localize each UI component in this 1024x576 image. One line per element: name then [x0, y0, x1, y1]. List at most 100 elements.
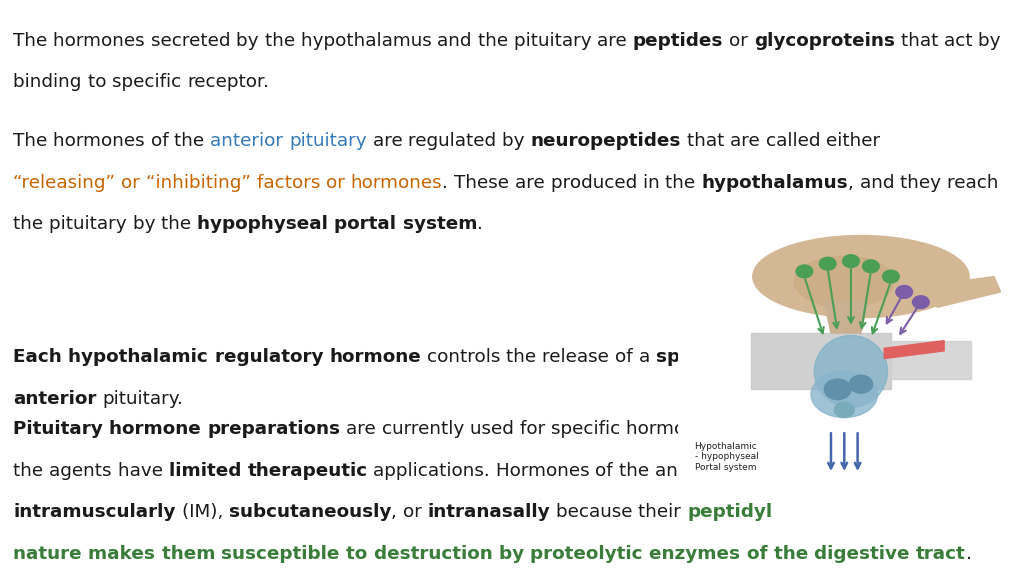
Text: tract: tract [916, 545, 966, 563]
Text: hormone: hormone [740, 348, 828, 366]
Circle shape [843, 255, 859, 268]
Text: susceptible: susceptible [221, 545, 346, 563]
Text: for: for [520, 420, 551, 438]
Text: the: the [773, 545, 814, 563]
Text: hormone: hormone [110, 420, 208, 438]
Text: makes: makes [88, 545, 162, 563]
Text: and: and [437, 32, 477, 50]
Text: are: are [817, 462, 853, 480]
Text: the: the [13, 215, 49, 233]
Text: hormones: hormones [53, 32, 151, 50]
Text: hypophyseal: hypophyseal [198, 215, 335, 233]
Text: are: are [597, 32, 633, 50]
Text: hypothalamic: hypothalamic [69, 348, 215, 366]
Text: administered: administered [853, 462, 980, 480]
Text: digestive: digestive [814, 545, 916, 563]
Text: hypothalamus: hypothalamus [301, 32, 437, 50]
Text: Hormones: Hormones [496, 462, 595, 480]
Text: subcutaneously: subcutaneously [228, 503, 391, 521]
Circle shape [896, 286, 912, 298]
Circle shape [862, 260, 880, 272]
Text: hypothalamus: hypothalamus [701, 174, 848, 192]
Text: peptidyl: peptidyl [687, 503, 772, 521]
Text: the: the [506, 348, 543, 366]
Text: because: because [556, 503, 638, 521]
Text: of: of [595, 462, 618, 480]
Text: hormone: hormone [330, 348, 421, 366]
Text: by: by [503, 132, 530, 150]
Text: binding: binding [13, 73, 88, 91]
Text: that: that [687, 132, 730, 150]
Circle shape [796, 265, 813, 278]
Text: The: The [13, 132, 53, 150]
Text: .: . [442, 174, 454, 192]
Text: the: the [13, 462, 49, 480]
Text: glycoproteins: glycoproteins [754, 32, 895, 50]
Text: secreted: secreted [151, 32, 237, 50]
Circle shape [819, 257, 836, 270]
Text: limited: limited [169, 462, 248, 480]
Text: of: of [746, 545, 773, 563]
Text: portal: portal [335, 215, 402, 233]
Text: receptor.: receptor. [187, 73, 269, 91]
Text: of: of [978, 420, 1001, 438]
Text: “releasing”: “releasing” [13, 174, 121, 192]
Bar [752, 333, 891, 389]
Text: agents: agents [49, 462, 118, 480]
Text: proteolytic: proteolytic [530, 545, 649, 563]
Text: or: or [326, 174, 350, 192]
Circle shape [849, 375, 872, 393]
Text: or: or [121, 174, 146, 192]
Text: the: the [477, 32, 514, 50]
Text: by: by [499, 545, 530, 563]
Text: specific: specific [551, 420, 627, 438]
Text: they: they [900, 174, 947, 192]
Text: hormonal: hormonal [627, 420, 719, 438]
Ellipse shape [811, 372, 878, 418]
Text: either: either [826, 132, 881, 150]
Text: or: or [402, 503, 427, 521]
Text: from: from [828, 348, 878, 366]
Text: Hypothalamic
- hypophyseal
Portal system: Hypothalamic - hypophyseal Portal system [694, 442, 759, 472]
Polygon shape [918, 276, 1000, 308]
Text: a: a [639, 348, 655, 366]
Text: factors: factors [257, 174, 326, 192]
Text: .: . [477, 215, 483, 233]
Text: pituitary: pituitary [514, 32, 597, 50]
Text: are: are [515, 174, 551, 192]
Text: by: by [978, 32, 1007, 50]
Text: intranasally: intranasally [427, 503, 550, 521]
Text: .: . [966, 545, 972, 563]
Text: applications.: applications. [374, 462, 496, 480]
Text: anterior: anterior [13, 390, 96, 408]
Text: pituitary: pituitary [290, 132, 367, 150]
Text: by: by [133, 215, 161, 233]
Text: system: system [402, 215, 477, 233]
Text: anterior: anterior [655, 462, 734, 480]
Text: ,: , [391, 503, 402, 521]
Text: in: in [643, 174, 666, 192]
Text: These: These [454, 174, 515, 192]
Text: of: of [615, 348, 639, 366]
Text: enzymes: enzymes [649, 545, 746, 563]
Text: deficiencies,: deficiencies, [719, 420, 840, 438]
Text: the: the [618, 462, 655, 480]
Text: therapeutic: therapeutic [248, 462, 368, 480]
Text: although: although [840, 420, 927, 438]
Text: anterior: anterior [211, 132, 290, 150]
Text: (IM),: (IM), [181, 503, 228, 521]
Text: peptides: peptides [633, 32, 723, 50]
Text: to: to [88, 73, 112, 91]
Text: used: used [470, 420, 520, 438]
Text: the: the [174, 132, 211, 150]
Text: specific: specific [112, 73, 187, 91]
Text: neuropeptides: neuropeptides [530, 132, 681, 150]
Text: of: of [151, 132, 174, 150]
Circle shape [883, 270, 899, 283]
Text: regulated: regulated [409, 132, 503, 150]
Text: release: release [543, 348, 615, 366]
Ellipse shape [753, 236, 969, 317]
Text: pituitary: pituitary [734, 462, 817, 480]
Text: ,: , [848, 174, 859, 192]
Text: destruction: destruction [374, 545, 499, 563]
